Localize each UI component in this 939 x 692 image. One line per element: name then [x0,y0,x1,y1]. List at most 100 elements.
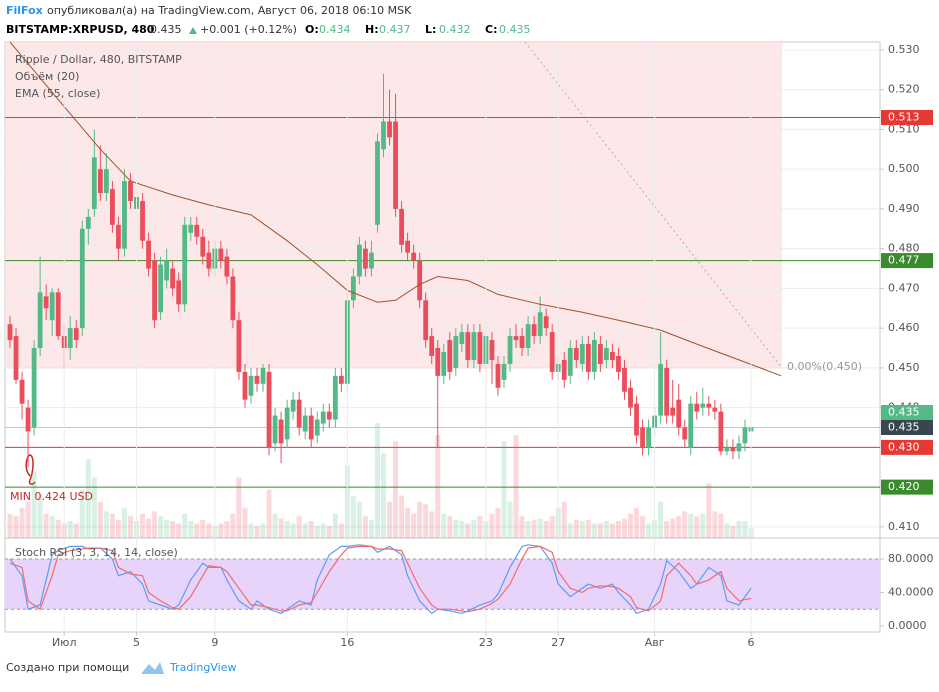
volume-bar [561,501,567,538]
candle-body [375,141,380,225]
candle-body [477,332,483,364]
volume-bar [718,513,724,538]
price-marker-label: 0.477 [888,254,920,267]
candle-body [525,324,531,349]
author[interactable]: FilFox [6,4,43,17]
candle-body [55,292,61,337]
candle-body [640,427,645,448]
candle-body [85,216,91,229]
volume-bar [609,523,615,538]
candle-body [597,344,603,364]
candle-body [128,181,133,201]
candle-body [158,264,164,313]
hand-drawn-mark [25,454,36,485]
last-price: 0.435 [150,23,182,36]
logo [141,662,164,674]
volume-bar [724,523,730,538]
candle-body [459,332,465,345]
y-tick-label: 0.470 [888,281,920,294]
volume-bar [103,511,109,538]
candle-body [182,224,188,305]
ohlc-label: L: [425,23,436,36]
volume-bar [435,435,441,538]
price-marker-label: 0.435 [888,421,920,434]
volume-bar [356,501,362,538]
up-arrow [189,27,197,34]
volume-bar [320,523,326,538]
y-tick-label: 0.500 [888,162,920,175]
candle-body [19,379,25,404]
candle-body [676,399,682,428]
candle-body [254,375,260,384]
y-tick-label: 0.480 [888,242,920,255]
ohlc-label: C: [485,23,497,36]
volume-bar [170,521,176,538]
stoch-line [9,544,752,615]
volume-bar [266,489,272,538]
volume-bar [338,523,344,538]
candle-body [567,348,573,376]
volume-bar [441,513,447,538]
candle-body [712,407,718,412]
ohlc-value: 0.432 [439,23,471,36]
volume-bar [694,516,700,538]
candle-body [579,344,585,364]
candle-body [616,355,621,372]
price-marker [881,479,933,495]
volume-bar [127,516,133,538]
footer-brand[interactable]: TradingView [169,661,236,674]
volume-bar [664,521,670,538]
candle-body [495,363,501,388]
candle-body [573,348,579,360]
y-tick-label: 0.520 [888,83,920,96]
volume-bar [579,521,585,538]
symbol: BITSTAMP:XRPUSD, 480 [6,23,155,36]
candle-body [176,280,182,305]
volume-bar [97,501,103,538]
volume-bar [254,525,260,538]
volume-bar [543,521,549,538]
volume-bar [646,523,652,538]
candle-body [694,403,700,412]
fib-label: 0.00%(0.450) [787,360,862,373]
price-marker-label: 0.513 [888,111,920,124]
price-marker-label: 0.435 [888,406,920,419]
volume-bar [158,516,164,538]
volume-bar [519,516,525,538]
volume-bar [31,471,37,538]
volume-bar [603,521,609,538]
volume-bar [597,523,603,538]
candle-body [122,181,127,249]
volume-bar [308,521,314,538]
candle-body [97,169,103,194]
volume-bar [417,501,423,538]
volume-bar [447,516,453,538]
candle-body [513,336,519,341]
candle-body [218,248,224,261]
candle-body [543,316,549,329]
volume-legend: Объём (20) [15,70,79,83]
volume-bar [25,501,31,538]
volume-bar [152,511,158,538]
candle-body [658,363,664,416]
candle-body [561,359,567,380]
y-tick-label: 0.510 [888,122,920,135]
candle-body [188,224,194,233]
candle-body [326,411,332,420]
footer-text: Создано при помощи [6,661,129,674]
candle-body [730,447,736,452]
candle-body [381,121,386,150]
candle-body [363,248,368,269]
candle-body [688,403,694,448]
volume-bar [393,441,399,538]
candle-body [664,367,670,416]
trend-line [524,42,783,369]
x-tick-label: 27 [551,636,565,649]
candle-body [682,427,688,440]
volume-bar [115,519,121,538]
volume-bar [121,507,127,538]
volume-bar [658,501,664,538]
volume-bar [495,507,501,538]
volume-bar [7,513,13,538]
y-tick-label: 0.450 [888,361,920,374]
